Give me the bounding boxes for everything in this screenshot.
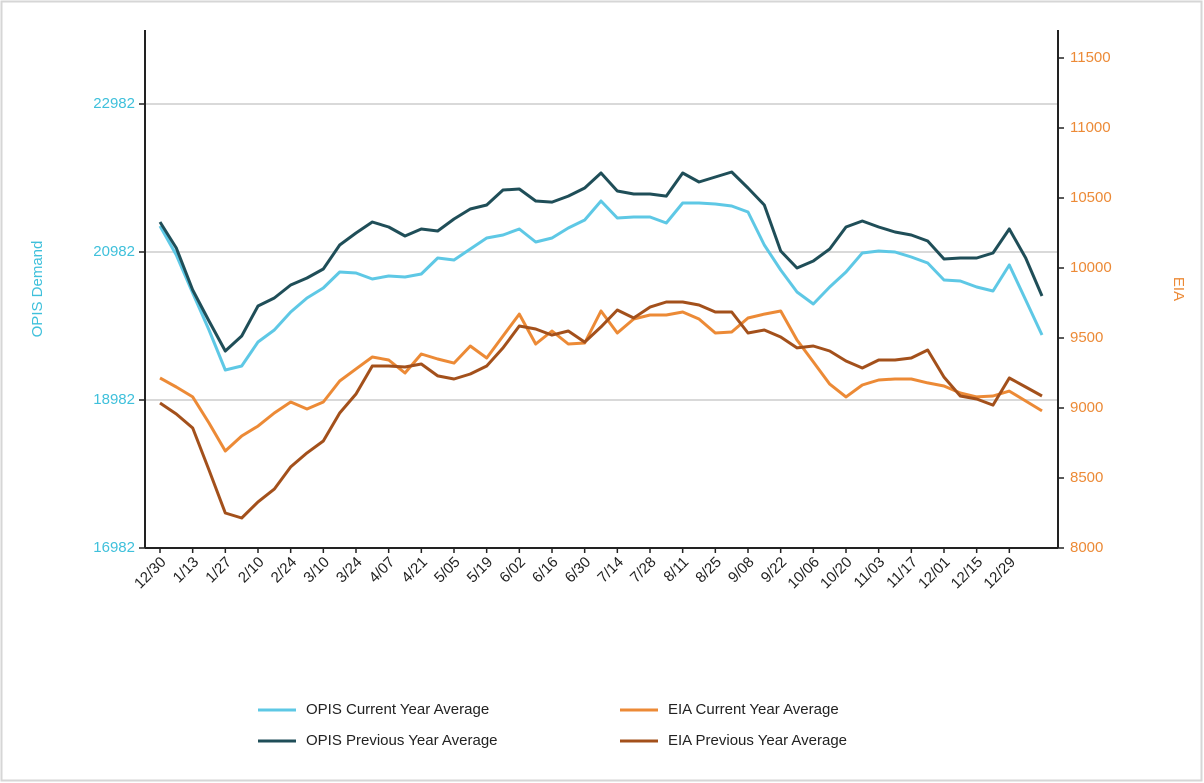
legend-label: OPIS Previous Year Average [306, 732, 498, 749]
y2-tick-label: 11000 [1070, 119, 1111, 136]
series-line [158, 199, 1044, 372]
legend-label: OPIS Current Year Average [306, 701, 489, 718]
legend-label: EIA Current Year Average [668, 701, 839, 718]
y-tick-label: 16982 [93, 539, 135, 556]
y-tick-label: 22982 [93, 95, 135, 112]
y2-tick-label: 8000 [1070, 539, 1103, 556]
y2-tick-label: 11500 [1070, 49, 1111, 66]
series-line [159, 309, 1043, 453]
y2-tick-label: 8500 [1070, 469, 1103, 486]
y-tick-label: 20982 [93, 243, 135, 260]
y2-tick-label: 10500 [1070, 189, 1112, 206]
series-line [159, 300, 1043, 520]
y-tick-label: 18982 [93, 391, 135, 408]
y2-axis-title: EIA [1170, 277, 1187, 301]
y2-tick-label: 9000 [1070, 399, 1103, 416]
y-axis-title: OPIS Demand [29, 241, 46, 338]
y2-tick-label: 10000 [1070, 259, 1112, 276]
legend-label: EIA Previous Year Average [668, 732, 847, 749]
series-line [158, 170, 1044, 353]
y2-tick-label: 9500 [1070, 329, 1103, 346]
